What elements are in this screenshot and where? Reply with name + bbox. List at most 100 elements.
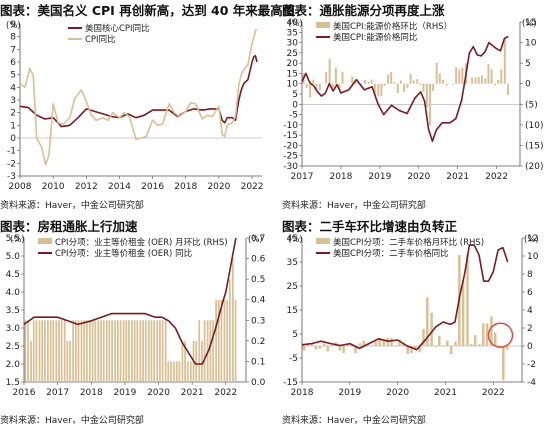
bar: [412, 80, 415, 84]
bar: [394, 345, 397, 346]
y-tick-label: -30: [283, 162, 298, 172]
bar: [406, 83, 409, 89]
bar: [108, 320, 111, 382]
y-tick-label-right: (15): [525, 141, 543, 151]
bar: [485, 323, 489, 346]
x-tick-label: 2010: [42, 182, 65, 192]
y-tick-label: 45: [287, 234, 298, 244]
y-tick-label-right: 2: [527, 324, 533, 334]
bar: [416, 79, 419, 84]
bar: [209, 320, 212, 382]
x-tick-label: 2020: [207, 182, 230, 192]
y-tick-label: 1.5: [6, 378, 20, 388]
bar: [445, 83, 448, 86]
y-tick-label-right: 0.2: [251, 337, 265, 347]
bar: [52, 320, 55, 382]
y-tick-label: 5.5: [6, 234, 20, 244]
bar: [449, 346, 453, 355]
bar: [430, 312, 433, 346]
bar: [399, 80, 402, 84]
y-tick-label: 5.0: [6, 252, 21, 262]
x-tick-label: 2018: [291, 388, 314, 398]
x-tick-label: 2022: [241, 182, 264, 192]
bar: [305, 83, 308, 88]
x-tick-label: 2008: [9, 182, 32, 192]
bar: [390, 71, 393, 84]
y-tick-label: 3: [10, 96, 16, 106]
y-axis-label-left: (%): [288, 235, 303, 245]
bar: [175, 361, 178, 382]
bar: [419, 83, 422, 85]
x-tick-label: 2017: [46, 388, 69, 398]
x-tick-label: 2018: [174, 182, 197, 192]
x-tick-label: 2021: [181, 388, 204, 398]
y-tick-label: 35: [287, 28, 298, 38]
y-tick-label: -20: [283, 141, 298, 151]
bar: [506, 83, 509, 95]
bar: [173, 361, 175, 382]
bar: [189, 361, 192, 382]
bar: [111, 320, 113, 382]
y-tick-label: 2: [10, 109, 16, 119]
bar: [232, 258, 234, 382]
bar: [63, 320, 66, 382]
bar: [497, 80, 500, 84]
bar: [425, 83, 428, 108]
bar: [432, 83, 435, 92]
bar: [178, 361, 181, 382]
bar: [156, 320, 159, 382]
bar: [164, 320, 167, 382]
bar: [490, 69, 493, 84]
bar: [438, 73, 441, 84]
x-tick-label: 2018: [329, 172, 352, 182]
bar: [195, 340, 198, 382]
bar: [41, 320, 44, 382]
legend-swatch: [316, 22, 330, 28]
bar: [396, 83, 399, 94]
bar: [482, 323, 485, 346]
y-tick-label-right: 5: [525, 59, 531, 69]
bar: [220, 299, 223, 382]
y-tick-label: 15: [287, 306, 298, 316]
bar: [32, 320, 35, 382]
bar: [94, 320, 97, 382]
bar: [442, 345, 445, 346]
bar: [455, 67, 458, 84]
y-tick-label-right: 0: [527, 342, 533, 352]
bar: [410, 346, 413, 354]
y-tick-label: 10: [287, 80, 299, 90]
bar: [226, 299, 229, 382]
y-tick-label: 2.5: [6, 342, 20, 352]
bar: [315, 83, 318, 90]
bar: [500, 69, 503, 84]
bar: [362, 340, 365, 346]
y-tick-label-right: (10): [525, 121, 543, 131]
y-tick-label: 0: [10, 134, 16, 144]
bar: [484, 78, 487, 84]
bar: [370, 345, 374, 346]
bar: [493, 332, 497, 346]
bar: [480, 75, 483, 84]
x-tick-label: 2022: [482, 388, 505, 398]
bar: [181, 340, 184, 382]
y-tick-label-right: (20): [525, 162, 543, 172]
bar: [383, 83, 386, 86]
bar: [341, 72, 344, 84]
bar: [49, 320, 52, 382]
bar: [454, 341, 457, 346]
bar: [334, 67, 337, 84]
series-line: [19, 29, 257, 166]
bar: [170, 361, 172, 382]
bar: [438, 336, 441, 346]
bar: [27, 320, 29, 382]
bar: [434, 346, 437, 347]
bar: [364, 80, 367, 84]
y-tick-label: -5: [289, 111, 298, 121]
x-tick-label: 2019: [113, 388, 136, 398]
y-axis-label-right: (%): [524, 235, 539, 245]
bar: [144, 320, 147, 382]
bar: [471, 77, 474, 84]
y-tick-label: 8: [10, 33, 16, 43]
bar: [72, 320, 74, 382]
bar: [35, 320, 38, 382]
